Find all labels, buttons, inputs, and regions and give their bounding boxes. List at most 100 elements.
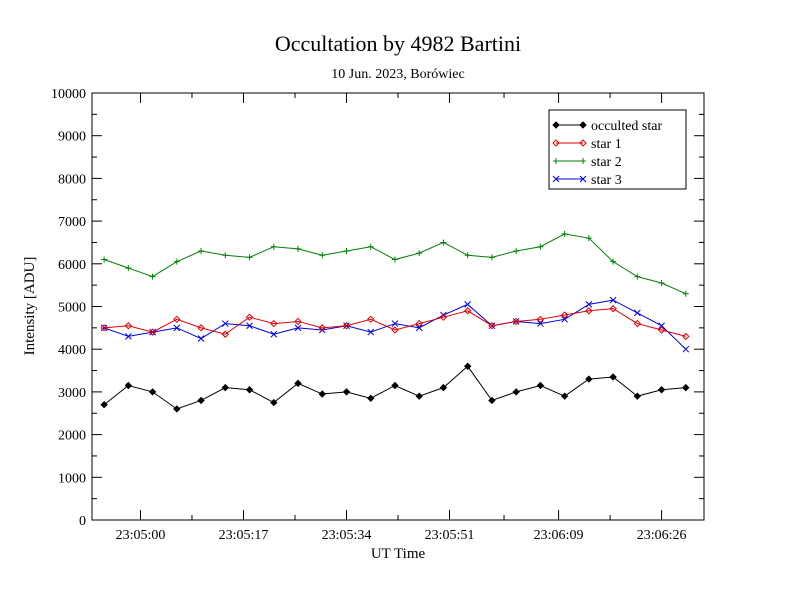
data-point — [609, 296, 617, 304]
data-point — [294, 379, 302, 388]
y-tick-label: 0 — [79, 514, 86, 529]
data-point — [270, 243, 277, 250]
chart-title: Occultation by 4982 Bartini — [275, 31, 521, 56]
x-tick-label: 23:06:09 — [534, 528, 584, 543]
data-point — [221, 330, 230, 338]
data-point — [100, 401, 108, 409]
y-tick-label: 6000 — [58, 258, 86, 273]
legend-marker — [579, 139, 587, 147]
data-point — [537, 243, 544, 250]
y-tick-label: 2000 — [58, 429, 86, 444]
legend-marker — [552, 121, 560, 129]
data-point — [609, 304, 617, 313]
data-point — [246, 322, 253, 330]
data-point — [198, 247, 205, 254]
data-point — [512, 317, 520, 326]
data-point — [440, 239, 447, 246]
data-point — [100, 324, 108, 332]
data-point — [367, 243, 374, 250]
data-point — [391, 326, 399, 334]
data-point — [295, 245, 302, 252]
series-star-2 — [101, 230, 689, 297]
data-point — [221, 383, 230, 392]
data-point — [318, 324, 326, 332]
data-point — [415, 319, 423, 328]
legend-marker — [580, 158, 586, 164]
legend-marker — [579, 175, 587, 183]
data-point — [609, 373, 617, 381]
data-point — [173, 258, 180, 265]
data-point — [463, 362, 472, 370]
data-point — [125, 333, 132, 340]
x-tick-label: 23:05:17 — [219, 528, 269, 543]
data-point — [101, 256, 108, 263]
x-axis: 23:05:00 23:05:17 23:05:34 23:05:51 23:06:09… — [116, 93, 686, 543]
data-point — [343, 247, 350, 254]
data-point — [125, 265, 132, 272]
data-point — [367, 394, 375, 403]
y-tick-label: 10000 — [51, 87, 86, 102]
data-point — [682, 345, 690, 353]
y-axis-label: Intensity [ADU] — [22, 257, 38, 356]
data-point — [319, 252, 326, 259]
data-point — [391, 320, 399, 327]
data-point — [585, 307, 593, 315]
data-point — [634, 273, 641, 280]
data-point — [342, 322, 351, 330]
data-point — [197, 396, 205, 405]
data-point — [294, 317, 302, 326]
data-point — [270, 330, 278, 338]
legend-label: occulted star — [591, 119, 662, 134]
legend-marker — [552, 139, 560, 147]
data-point — [633, 309, 641, 317]
data-point — [536, 315, 545, 324]
data-point — [488, 396, 496, 405]
data-point — [415, 392, 423, 400]
y-tick-label: 9000 — [58, 130, 86, 145]
series-layer — [100, 230, 690, 413]
data-point — [148, 328, 157, 336]
x-tick-label: 23:05:34 — [322, 528, 372, 543]
data-point — [658, 322, 665, 330]
data-point — [561, 230, 568, 237]
data-point — [560, 311, 569, 319]
data-point — [536, 381, 545, 390]
data-point — [270, 319, 278, 328]
data-point — [464, 252, 471, 259]
data-point — [342, 388, 351, 396]
legend-label: star 3 — [591, 173, 622, 188]
data-point — [124, 322, 133, 330]
data-point — [585, 375, 593, 383]
data-point — [633, 392, 642, 400]
data-point — [657, 386, 666, 394]
data-point — [682, 383, 690, 392]
data-point — [197, 335, 205, 342]
y-tick-label: 1000 — [58, 471, 86, 486]
data-point — [173, 324, 181, 332]
y-tick-label: 8000 — [58, 172, 86, 187]
data-point — [246, 254, 253, 261]
series-star-1 — [100, 304, 690, 341]
y-tick-label: 7000 — [58, 215, 86, 230]
data-point — [439, 313, 448, 321]
data-point — [439, 383, 448, 392]
data-point — [463, 307, 472, 315]
data-point — [537, 320, 544, 327]
data-point — [318, 390, 326, 398]
legend-label: star 2 — [591, 155, 622, 170]
x-tick-label: 23:05:00 — [116, 528, 166, 543]
data-point — [512, 388, 520, 396]
data-point — [173, 315, 181, 324]
data-point — [658, 280, 665, 287]
data-point — [391, 256, 398, 263]
data-point — [124, 381, 133, 390]
series-occulted-star — [100, 362, 690, 413]
data-point — [197, 324, 205, 332]
data-point — [610, 258, 617, 265]
chart-subtitle: 10 Jun. 2023, Borówiec — [331, 67, 464, 82]
legend-marker — [552, 175, 560, 183]
legend-label: star 1 — [591, 137, 622, 152]
data-point — [513, 247, 520, 254]
data-point — [585, 235, 592, 242]
